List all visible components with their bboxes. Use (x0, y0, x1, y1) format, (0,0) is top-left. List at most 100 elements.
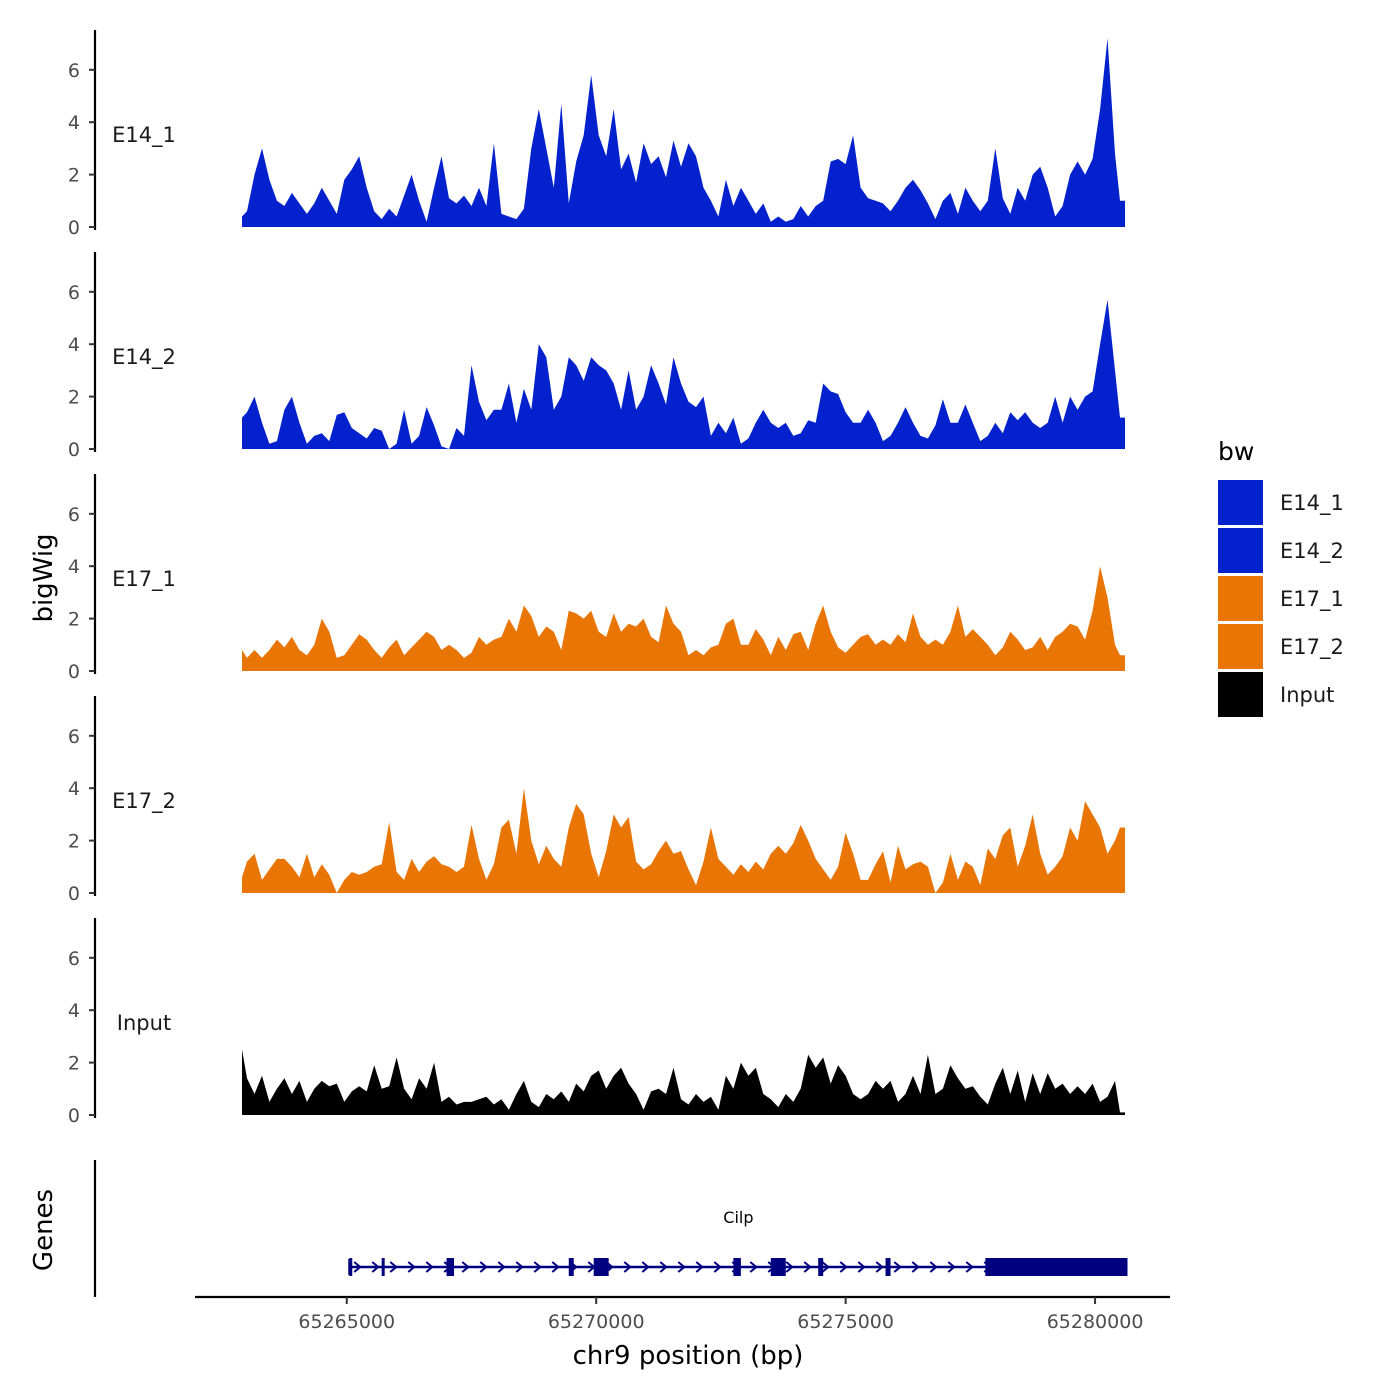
legend-label: E17_2 (1280, 635, 1344, 660)
strand-arrow (875, 1261, 884, 1273)
legend-item-e14-2: E14_2 (1218, 528, 1344, 573)
legend-swatch (1218, 480, 1263, 525)
coverage-area (242, 788, 1125, 893)
y-axis-title: bigWig (29, 533, 59, 622)
track-e14-2: 0 2 4 6 E14_2 (68, 252, 1125, 461)
gene-exon (446, 1258, 455, 1276)
x-axis-title: chr9 position (bp) (573, 1341, 804, 1371)
strand-arrow (533, 1261, 542, 1273)
y-tick-label: 6 (68, 948, 80, 970)
strand-arrow (551, 1261, 560, 1273)
strand-arrow (479, 1261, 488, 1273)
coverage-area (242, 1049, 1125, 1115)
track-label: Input (117, 1011, 171, 1035)
genes-layer: Cilp (93, 1160, 1128, 1297)
strand-arrow (893, 1261, 902, 1273)
y-tick-label: 0 (68, 217, 80, 239)
legend-label: E14_2 (1280, 539, 1344, 564)
strand-arrow (839, 1261, 848, 1273)
gene-exon (349, 1258, 353, 1276)
track-e14-1: 0 2 4 6 E14_1 (68, 30, 1125, 239)
genes-axis-title: Genes (29, 1189, 59, 1271)
legend-swatch (1218, 672, 1263, 717)
strand-arrow (515, 1261, 524, 1273)
strand-arrow (911, 1261, 920, 1273)
strand-arrow (407, 1261, 416, 1273)
strand-arrow (965, 1261, 974, 1273)
legend-label: E17_1 (1280, 587, 1344, 612)
track-label: E17_1 (112, 567, 176, 592)
gene-exon (593, 1258, 609, 1276)
legend-title: bw (1218, 437, 1254, 466)
strand-arrow (353, 1261, 362, 1273)
coverage-area (242, 566, 1125, 671)
x-tick-label: 65275000 (797, 1311, 894, 1333)
strand-arrow (695, 1261, 704, 1273)
y-tick-label: 4 (68, 112, 80, 134)
coverage-area (242, 38, 1125, 228)
strand-arrow (461, 1261, 470, 1273)
strand-arrow (659, 1261, 668, 1273)
track-label: E14_2 (112, 345, 176, 370)
legend-swatch (1218, 528, 1263, 573)
gene-exon (885, 1258, 891, 1276)
gene-exon (381, 1258, 385, 1276)
legend-item-input: Input (1218, 672, 1334, 717)
strand-arrow (389, 1261, 398, 1273)
strand-arrow (371, 1261, 380, 1273)
y-tick-label: 2 (68, 609, 80, 631)
strand-arrow (821, 1261, 830, 1273)
y-tick-label: 2 (68, 831, 80, 853)
strand-arrow (857, 1261, 866, 1273)
y-tick-label: 0 (68, 439, 80, 461)
strand-arrow (425, 1261, 434, 1273)
legend-label: Input (1280, 683, 1334, 707)
y-tick-label: 4 (68, 1000, 80, 1022)
gene-label: Cilp (723, 1208, 753, 1227)
gene-exon (733, 1258, 741, 1276)
strand-arrow (497, 1261, 506, 1273)
y-tick-label: 0 (68, 661, 80, 683)
gene-cilp: Cilp (348, 1208, 1128, 1276)
gene-exon (770, 1258, 786, 1276)
x-tick-label: 65280000 (1047, 1311, 1144, 1333)
legend-item-e17-2: E17_2 (1218, 624, 1344, 669)
strand-arrow (623, 1261, 632, 1273)
track-e17-2: 0 2 4 6 E17_2 (68, 696, 1125, 905)
y-tick-label: 4 (68, 556, 80, 578)
y-tick-label: 2 (68, 1053, 80, 1075)
y-tick-label: 6 (68, 726, 80, 748)
strand-arrow (749, 1261, 758, 1273)
strand-arrow (713, 1261, 722, 1273)
gene-exon (818, 1258, 824, 1276)
strand-arrow (785, 1261, 794, 1273)
legend-label: E14_1 (1280, 491, 1344, 516)
strand-arrow (677, 1261, 686, 1273)
gene-exon (985, 1258, 1128, 1276)
y-tick-label: 4 (68, 334, 80, 356)
y-tick-label: 6 (68, 504, 80, 526)
legend-item-e17-1: E17_1 (1218, 576, 1344, 621)
y-tick-label: 0 (68, 883, 80, 905)
y-tick-label: 6 (68, 282, 80, 304)
gene-exon (568, 1258, 574, 1276)
y-tick-label: 4 (68, 778, 80, 800)
legend-swatch (1218, 576, 1263, 621)
legend: bw E14_1 E14_2 E17_1 E17_2 Input (1218, 437, 1344, 717)
track-input: 0 2 4 6 Input (68, 918, 1125, 1127)
strand-arrow (641, 1261, 650, 1273)
x-axis: 65265000 65270000 65275000 65280000 (195, 1295, 1170, 1333)
track-label: E17_2 (112, 789, 176, 814)
coverage-area (242, 299, 1125, 449)
strand-arrow (929, 1261, 938, 1273)
y-tick-label: 2 (68, 387, 80, 409)
strand-arrow (947, 1261, 956, 1273)
legend-swatch (1218, 624, 1263, 669)
y-tick-label: 2 (68, 165, 80, 187)
legend-item-e14-1: E14_1 (1218, 480, 1344, 525)
y-tick-label: 0 (68, 1105, 80, 1127)
x-tick-label: 65265000 (298, 1311, 395, 1333)
tracks-layer: 0 2 4 6 E14_1 0 2 4 6 E14_2 0 2 4 6 E17_1 0 2 4 6 E17_2 0 2 4 6… (68, 30, 1125, 1127)
